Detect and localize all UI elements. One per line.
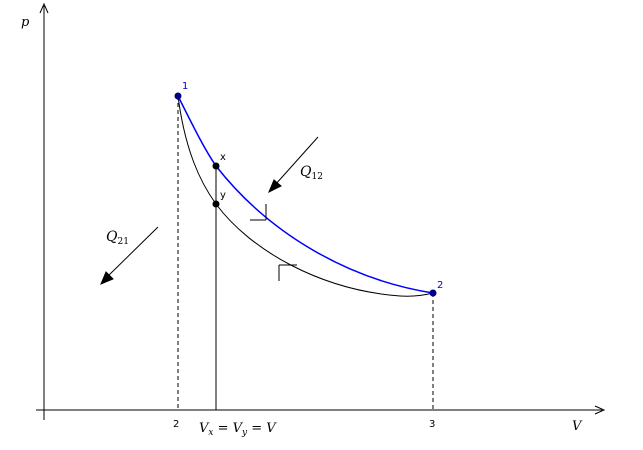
point-y-label: y	[220, 190, 226, 201]
heat-arrow-q12	[268, 136, 319, 194]
point-2-label: 2	[437, 280, 443, 291]
tick-label-v-eq: Vx = Vy = V	[199, 421, 277, 438]
x-axis-arrow	[594, 405, 606, 415]
axes	[36, 2, 606, 420]
x-axis-label: V	[572, 419, 583, 434]
eq-2: =	[247, 421, 266, 436]
q12-arrow-head	[268, 179, 282, 194]
point-x-label: x	[220, 152, 226, 163]
y-axis-arrow	[39, 2, 49, 14]
vx-sub: x	[208, 428, 213, 438]
q12-subscript: 12	[311, 172, 322, 182]
point-1	[174, 92, 182, 100]
q12-label: Q12	[300, 164, 323, 182]
tick-label-2: 2	[173, 419, 179, 430]
q21-label: Q21	[106, 229, 129, 247]
point-y	[212, 200, 220, 208]
curve-tick-marks	[250, 204, 297, 281]
upper-curve	[177, 95, 434, 294]
point-x	[212, 162, 220, 170]
q21-subscript: 21	[117, 237, 128, 247]
q21-arrow-shaft	[106, 226, 159, 278]
lower-curve	[177, 95, 434, 297]
heat-arrow-q21	[100, 226, 159, 285]
eq-1: =	[213, 421, 232, 436]
point-2	[429, 289, 437, 297]
vy-sub: y	[241, 428, 248, 438]
q12-arrow-shaft	[274, 136, 319, 186]
q21-arrow-head	[100, 271, 114, 285]
y-axis-label: p	[21, 15, 30, 30]
tick-label-3: 3	[429, 419, 435, 430]
point-1-label: 1	[182, 81, 188, 92]
